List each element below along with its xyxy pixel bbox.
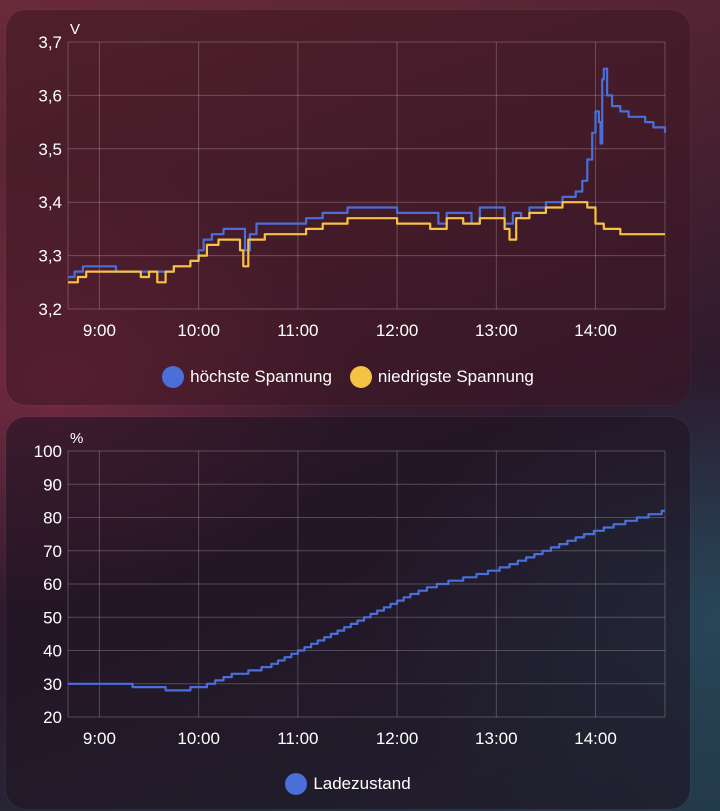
x-tick-label: 13:00 (475, 729, 518, 748)
legend-item-soc[interactable]: Ladezustand (285, 773, 411, 795)
y-tick-label: 80 (43, 509, 62, 528)
x-tick-label: 10:00 (177, 321, 220, 340)
x-tick-label: 9:00 (83, 729, 116, 748)
voltage-legend: höchste Spannung niedrigste Spannung (6, 366, 690, 388)
y-tick-label: 3,4 (38, 193, 62, 212)
series-line-0-1 (68, 201, 665, 284)
soc-legend: Ladezustand (6, 773, 690, 795)
legend-dot-max-voltage (162, 366, 185, 388)
x-tick-label: 14:00 (574, 729, 617, 748)
soc-chart-card: 100 90 80 70 60 50 40 30 20 9:00 10:00 11:00 12:00 13… (6, 417, 690, 809)
y-tick-label: 3,5 (38, 140, 62, 159)
y-tick-label: 3,2 (38, 300, 62, 319)
y-tick-label: 50 (43, 608, 62, 627)
y-axis-unit: % (70, 430, 83, 447)
y-tick-label: 20 (43, 708, 62, 727)
legend-dot-soc (285, 773, 308, 795)
y-tick-label: 60 (43, 575, 62, 594)
soc-chart: 100 90 80 70 60 50 40 30 20 9:00 10:00 11:00 12:00 13… (34, 430, 666, 748)
legend-label-soc: Ladezustand (313, 774, 411, 793)
x-tick-label: 14:00 (574, 321, 617, 340)
legend-dot-min-voltage (349, 366, 372, 388)
y-tick-label: 3,3 (38, 247, 62, 266)
x-tick-label: 12:00 (376, 321, 419, 340)
x-tick-label: 11:00 (277, 729, 318, 748)
y-tick-label: 3,7 (38, 33, 62, 52)
series-line-1-0 (68, 509, 665, 692)
y-axis-unit: V (70, 21, 80, 38)
legend-item-min-voltage[interactable]: niedrigste Spannung (349, 366, 534, 388)
legend-item-max-voltage[interactable]: höchste Spannung (162, 366, 332, 388)
legend-label-min-voltage: niedrigste Spannung (377, 367, 534, 386)
legend-label-max-voltage: höchste Spannung (190, 367, 332, 386)
y-tick-label: 3,6 (38, 86, 62, 105)
y-tick-label: 70 (43, 542, 62, 561)
x-tick-label: 13:00 (475, 321, 518, 340)
y-tick-label: 100 (34, 442, 62, 461)
y-tick-label: 40 (43, 642, 62, 661)
x-tick-label: 10:00 (177, 729, 220, 748)
y-tick-label: 90 (43, 475, 62, 494)
y-tick-label: 30 (43, 675, 62, 694)
voltage-chart-card: 3,7 3,6 3,5 3,4 3,3 3,2 9:00 10:00 11:00 12:00 13:… (6, 10, 690, 405)
x-tick-label: 11:00 (277, 321, 318, 340)
voltage-chart: 3,7 3,6 3,5 3,4 3,3 3,2 9:00 10:00 11:00 12:00 13:… (38, 21, 667, 340)
series-line-0-0 (68, 67, 667, 279)
x-tick-label: 9:00 (83, 321, 116, 340)
x-tick-label: 12:00 (376, 729, 419, 748)
